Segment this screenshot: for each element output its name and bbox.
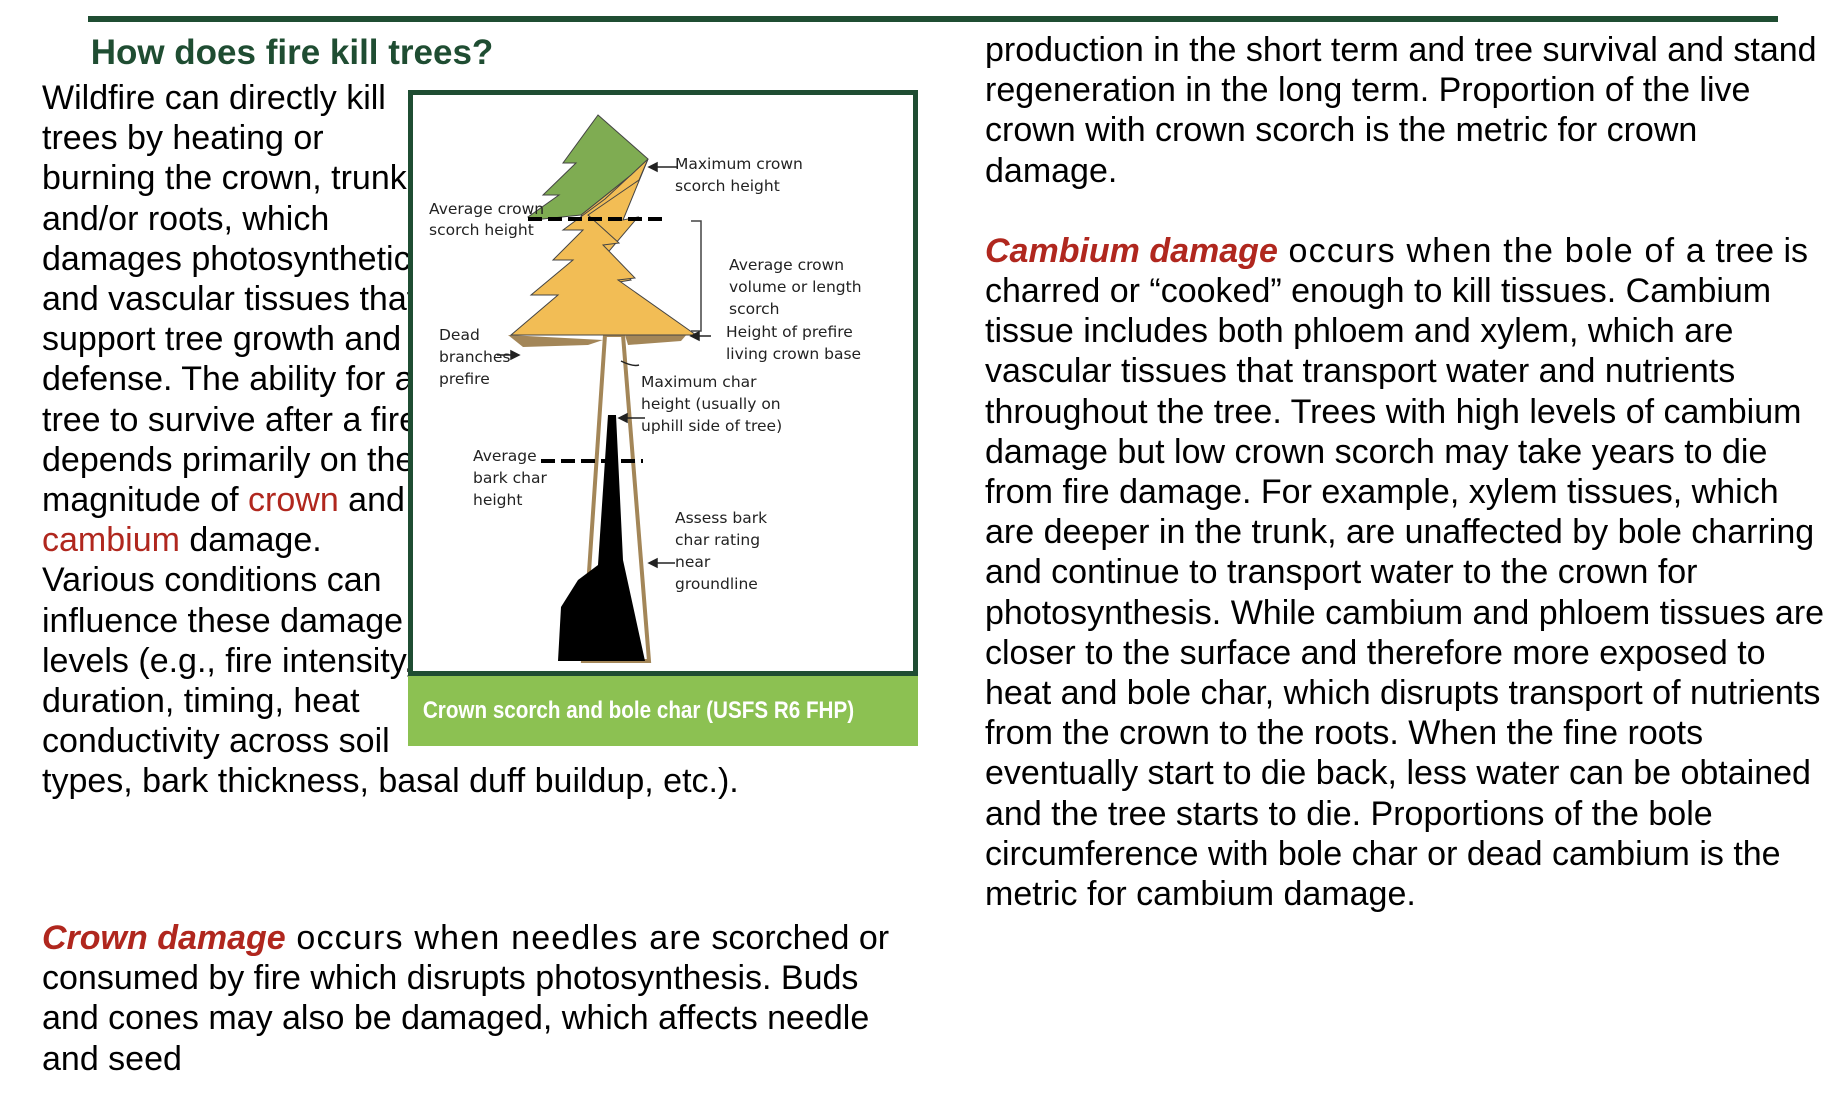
intro-text-a: Wildfire can directly kill trees by heat… (42, 79, 419, 520)
cambium-damage-lead: occurs when the bole of a (1277, 231, 1706, 270)
label-dead-3: prefire (439, 370, 490, 388)
top-rule (88, 16, 1778, 22)
intro-paragraph: Wildfire can directly kill trees by heat… (42, 78, 922, 802)
label-prefire-base-2: living crown base (726, 345, 862, 363)
intro-cambium-term: cambium (42, 521, 180, 560)
bark-char (558, 415, 645, 661)
label-max-char-3: uphill side of tree) (641, 417, 783, 435)
label-dead-2: branches (439, 348, 511, 366)
right-column: production in the short term and tree su… (985, 30, 1825, 914)
crown-damage-text: scorched or consumed by fire which disru… (42, 919, 890, 1078)
crown-damage-term: Crown damage (42, 919, 286, 957)
dead-branch-left (508, 335, 603, 347)
figure-caption: Crown scorch and bole char (USFS R6 FHP) (408, 676, 918, 746)
cambium-damage-paragraph: Cambium damage occurs when the bole of a… (985, 231, 1825, 914)
label-max-char-1: Maximum char (641, 373, 757, 391)
label-max-scorch-1: Maximum crown (675, 155, 803, 173)
cambium-damage-text: tree is charred or “cooked” enough to ki… (985, 231, 1825, 914)
label-avg-scorch-2: scorch height (429, 221, 534, 239)
crown-damage-lead: occurs when needles are (285, 919, 702, 957)
label-prefire-base-1: Height of prefire (726, 323, 853, 341)
paragraph-gap (985, 191, 1825, 231)
label-avg-char-1: Average (473, 447, 537, 465)
label-assess-2: char rating (675, 531, 761, 549)
cambium-damage-term: Cambium damage (985, 231, 1278, 270)
label-avg-volume-3: scorch (729, 300, 780, 318)
label-assess-3: near (675, 553, 711, 571)
green-crown (527, 114, 649, 221)
label-avg-char-2: bark char (473, 469, 547, 487)
label-avg-volume-1: Average crown (729, 256, 845, 274)
intro-and: and (338, 481, 405, 520)
label-dead-1: Dead (439, 326, 480, 344)
scorch-bracket (691, 220, 702, 332)
dead-branch-right (625, 333, 688, 345)
label-avg-volume-2: volume or length (729, 278, 862, 296)
figure-caption-text: Crown scorch and bole char (USFS R6 FHP) (422, 697, 855, 724)
label-max-scorch-2: scorch height (675, 177, 780, 195)
crown-continuation-paragraph: production in the short term and tree su… (985, 31, 1817, 190)
label-assess-4: groundline (675, 575, 758, 593)
intro-crown-term: crown (248, 481, 339, 520)
label-avg-char-3: height (473, 491, 523, 509)
label-avg-scorch-1: Average crown (429, 200, 545, 218)
crown-damage-paragraph: Crown damage occurs when needles are sco… (42, 918, 922, 1079)
intro-text-b: damage. Various conditions can influence… (42, 521, 739, 801)
arrows (497, 161, 711, 569)
tree-damage-figure: Maximum crown scorch height Average crow… (408, 90, 918, 676)
label-assess-1: Assess bark (675, 509, 768, 527)
page-title: How does fire kill trees? (90, 33, 494, 72)
tree-diagram (497, 114, 711, 663)
label-max-char-2: height (usually on (641, 395, 781, 413)
